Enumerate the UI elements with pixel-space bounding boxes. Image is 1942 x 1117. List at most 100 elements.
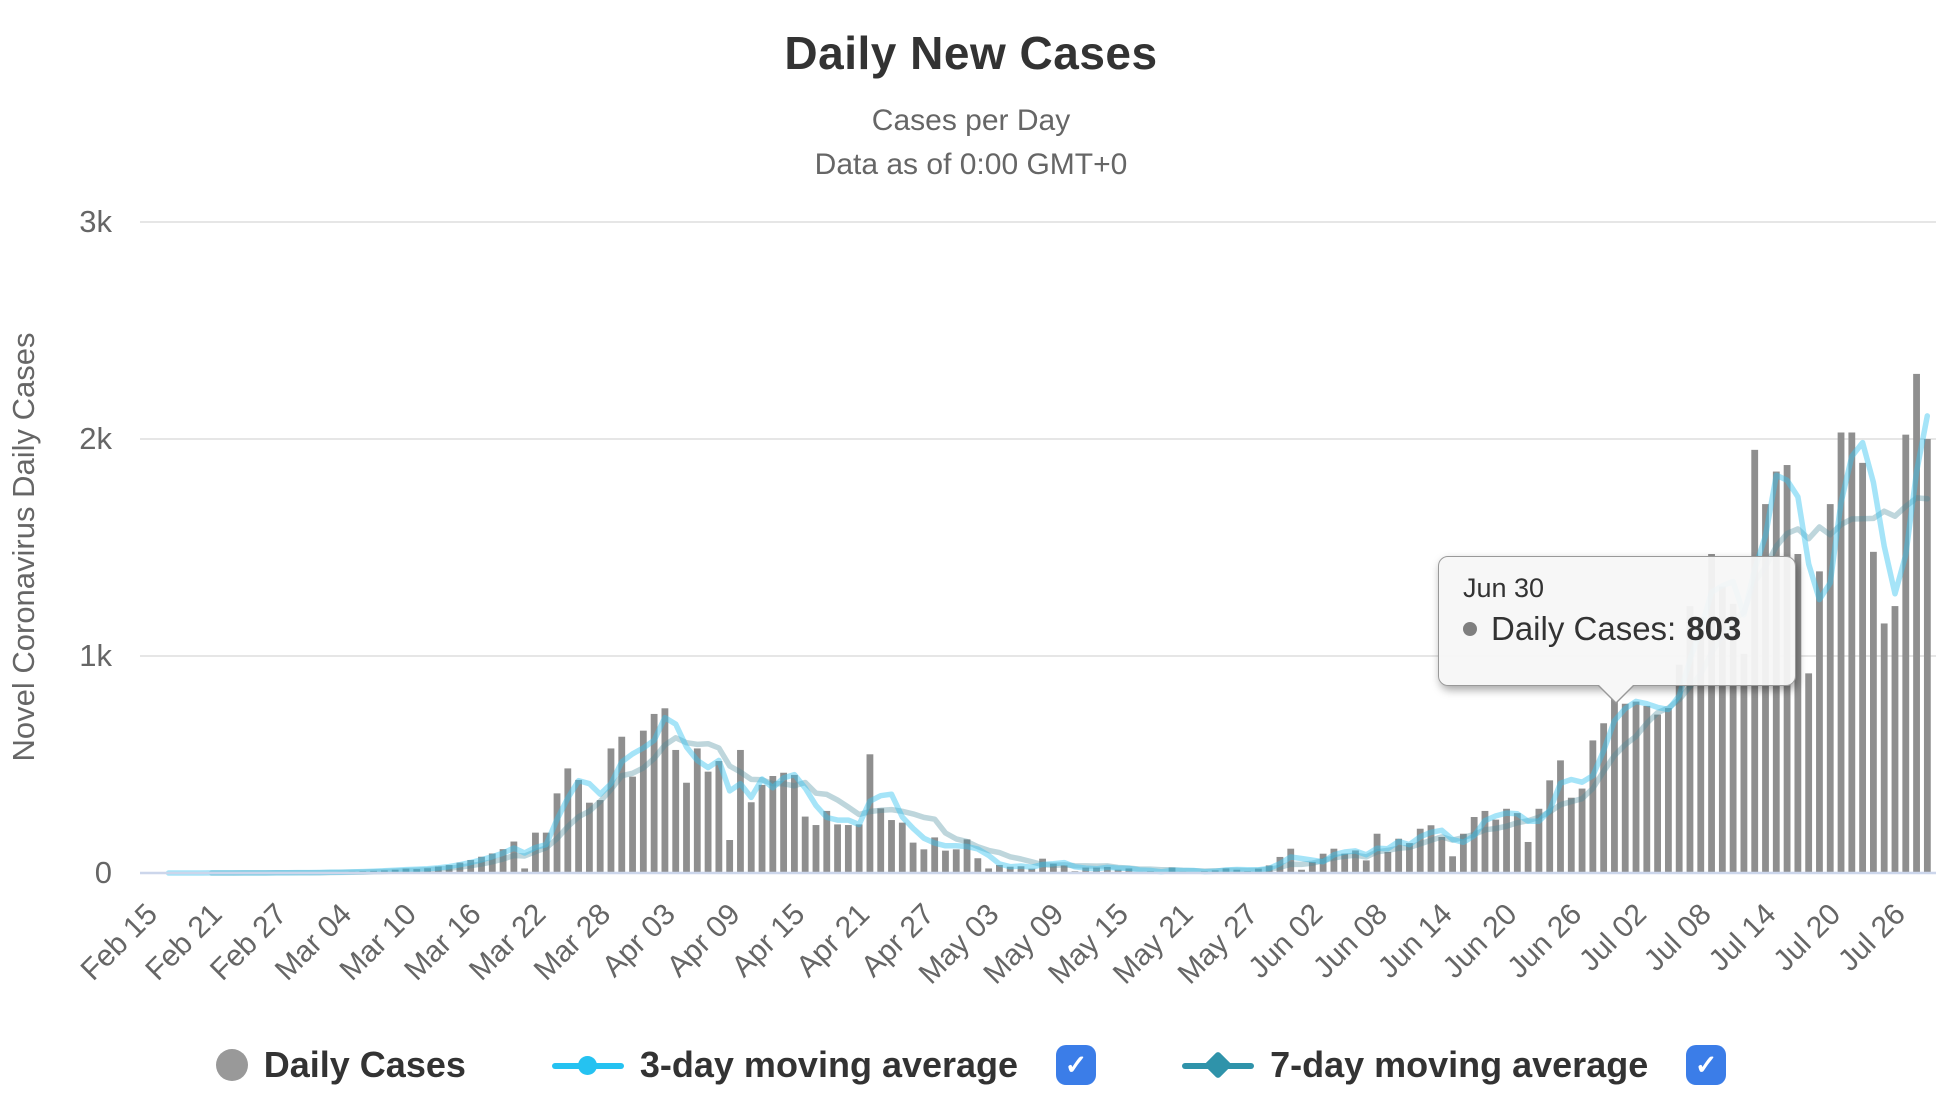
bar-daily-cases[interactable] bbox=[1524, 841, 1532, 873]
bar-daily-cases[interactable] bbox=[1276, 856, 1284, 873]
bar-daily-cases[interactable] bbox=[1611, 698, 1618, 873]
bar-daily-cases[interactable] bbox=[1093, 867, 1100, 873]
bar-daily-cases[interactable] bbox=[1028, 868, 1036, 873]
line-7-day-moving-average[interactable] bbox=[208, 495, 1931, 876]
bar-daily-cases[interactable] bbox=[974, 858, 982, 873]
bar-daily-cases[interactable] bbox=[1643, 705, 1651, 873]
bar-daily-cases[interactable] bbox=[1513, 813, 1521, 873]
bar-daily-cases[interactable] bbox=[704, 771, 712, 873]
legend-item-7-day-moving-average[interactable]: 7-day moving average bbox=[1182, 1044, 1648, 1086]
bar-daily-cases[interactable] bbox=[629, 776, 636, 873]
bar-daily-cases[interactable] bbox=[1913, 373, 1920, 873]
bar-daily-cases[interactable] bbox=[1125, 868, 1133, 873]
bar-daily-cases[interactable] bbox=[1438, 836, 1446, 873]
bar-daily-cases[interactable] bbox=[1416, 828, 1424, 873]
bar-daily-cases[interactable] bbox=[877, 808, 885, 873]
bar-daily-cases[interactable] bbox=[1298, 869, 1305, 873]
legend-item-3-day-moving-average[interactable]: 3-day moving average bbox=[551, 1044, 1018, 1086]
bar-daily-cases[interactable] bbox=[1589, 740, 1597, 873]
legend-checkbox-3-day-moving-average[interactable]: ✓ bbox=[1056, 1045, 1097, 1085]
bar-daily-cases[interactable] bbox=[1082, 867, 1090, 873]
bar-daily-cases[interactable] bbox=[780, 772, 788, 873]
bar-daily-cases[interactable] bbox=[1449, 856, 1456, 873]
bar-daily-cases[interactable] bbox=[909, 842, 917, 873]
bar-daily-cases[interactable] bbox=[1923, 439, 1931, 873]
bar-daily-cases[interactable] bbox=[434, 866, 442, 873]
bar-daily-cases[interactable] bbox=[413, 869, 421, 873]
bar-daily-cases[interactable] bbox=[1319, 853, 1327, 873]
bar-daily-cases[interactable] bbox=[963, 839, 971, 873]
bar-daily-cases[interactable] bbox=[1848, 432, 1856, 873]
bar-daily-cases[interactable] bbox=[1222, 868, 1230, 873]
bar-daily-cases[interactable] bbox=[564, 768, 572, 873]
bar-daily-cases[interactable] bbox=[510, 841, 518, 873]
bar-daily-cases[interactable] bbox=[1395, 838, 1403, 873]
bar-daily-cases[interactable] bbox=[467, 859, 475, 873]
bar-daily-cases[interactable] bbox=[931, 837, 939, 873]
bar-daily-cases[interactable] bbox=[1265, 865, 1273, 873]
bar-daily-cases[interactable] bbox=[1492, 819, 1500, 873]
bar-daily-cases[interactable] bbox=[1654, 714, 1661, 873]
bar-daily-cases[interactable] bbox=[1168, 867, 1176, 873]
bar-daily-cases[interactable] bbox=[1870, 551, 1877, 873]
bar-daily-cases[interactable] bbox=[1880, 623, 1888, 873]
bar-daily-cases[interactable] bbox=[391, 869, 399, 873]
bar-daily-cases[interactable] bbox=[1039, 858, 1046, 873]
bar-daily-cases[interactable] bbox=[1330, 848, 1338, 873]
bar-daily-cases[interactable] bbox=[996, 864, 1003, 873]
bar-daily-cases[interactable] bbox=[1729, 603, 1737, 873]
bar-daily-cases[interactable] bbox=[1006, 866, 1014, 873]
bar-daily-cases[interactable] bbox=[1762, 504, 1769, 873]
bar-daily-cases[interactable] bbox=[952, 849, 960, 873]
bar-daily-cases[interactable] bbox=[758, 784, 766, 873]
bar-daily-cases[interactable] bbox=[1816, 571, 1823, 873]
bar-daily-cases[interactable] bbox=[424, 868, 431, 873]
bar-daily-cases[interactable] bbox=[791, 774, 798, 873]
bar-daily-cases[interactable] bbox=[1406, 843, 1413, 873]
bar-daily-cases[interactable] bbox=[1060, 865, 1068, 873]
bar-daily-cases[interactable] bbox=[1621, 703, 1629, 873]
bar-daily-cases[interactable] bbox=[769, 776, 777, 873]
bar-daily-cases[interactable] bbox=[1686, 606, 1694, 873]
bar-daily-cases[interactable] bbox=[1859, 462, 1867, 873]
bar-daily-cases[interactable] bbox=[380, 870, 388, 873]
bar-daily-cases[interactable] bbox=[1632, 701, 1640, 873]
bar-daily-cases[interactable] bbox=[888, 820, 895, 873]
bar-daily-cases[interactable] bbox=[1600, 723, 1608, 873]
bar-daily-cases[interactable] bbox=[650, 713, 658, 873]
bar-daily-cases[interactable] bbox=[823, 810, 831, 873]
bar-daily-cases[interactable] bbox=[898, 822, 906, 873]
bar-daily-cases[interactable] bbox=[715, 761, 723, 873]
bar-daily-cases[interactable] bbox=[1459, 833, 1467, 873]
bar-daily-cases[interactable] bbox=[844, 825, 852, 873]
bar-daily-cases[interactable] bbox=[1470, 817, 1478, 873]
bar-daily-cases[interactable] bbox=[521, 868, 529, 873]
legend-checkbox-7-day-moving-average[interactable]: ✓ bbox=[1686, 1045, 1727, 1085]
bar-daily-cases[interactable] bbox=[445, 864, 453, 873]
bar-daily-cases[interactable] bbox=[834, 824, 841, 873]
bar-daily-cases[interactable] bbox=[1049, 863, 1057, 873]
bar-daily-cases[interactable] bbox=[1362, 860, 1370, 873]
bar-daily-cases[interactable] bbox=[1902, 434, 1910, 873]
bar-daily-cases[interactable] bbox=[1675, 664, 1683, 873]
bar-daily-cases[interactable] bbox=[985, 868, 993, 873]
bar-daily-cases[interactable] bbox=[1891, 606, 1899, 873]
bar-daily-cases[interactable] bbox=[402, 868, 410, 873]
bar-daily-cases[interactable] bbox=[1697, 616, 1705, 873]
bar-daily-cases[interactable] bbox=[607, 748, 615, 873]
bar-daily-cases[interactable] bbox=[1503, 808, 1510, 873]
bar-daily-cases[interactable] bbox=[747, 802, 755, 873]
bar-daily-cases[interactable] bbox=[542, 832, 550, 873]
bar-daily-cases[interactable] bbox=[1708, 554, 1715, 873]
bar-daily-cases[interactable] bbox=[683, 782, 690, 873]
bar-daily-cases[interactable] bbox=[488, 853, 496, 873]
bar-daily-cases[interactable] bbox=[942, 850, 949, 873]
bar-daily-cases[interactable] bbox=[1567, 797, 1575, 873]
bar-daily-cases[interactable] bbox=[1578, 788, 1586, 873]
bar-daily-cases[interactable] bbox=[499, 849, 507, 873]
bar-daily-cases[interactable] bbox=[1341, 853, 1349, 873]
bar-daily-cases[interactable] bbox=[596, 800, 604, 873]
bar-daily-cases[interactable] bbox=[866, 754, 874, 873]
bar-daily-cases[interactable] bbox=[801, 816, 809, 873]
bar-daily-cases[interactable] bbox=[1103, 866, 1111, 873]
